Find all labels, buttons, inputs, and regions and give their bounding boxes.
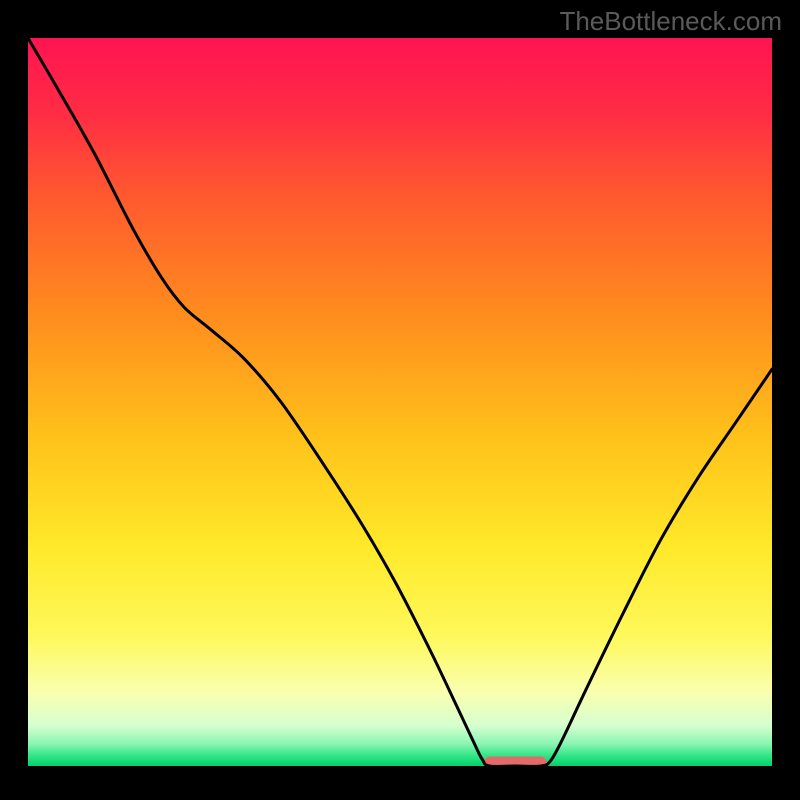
plot-svg	[28, 38, 772, 766]
plot-area	[28, 38, 772, 766]
watermark-text: TheBottleneck.com	[559, 6, 782, 37]
gradient-background	[28, 38, 772, 766]
